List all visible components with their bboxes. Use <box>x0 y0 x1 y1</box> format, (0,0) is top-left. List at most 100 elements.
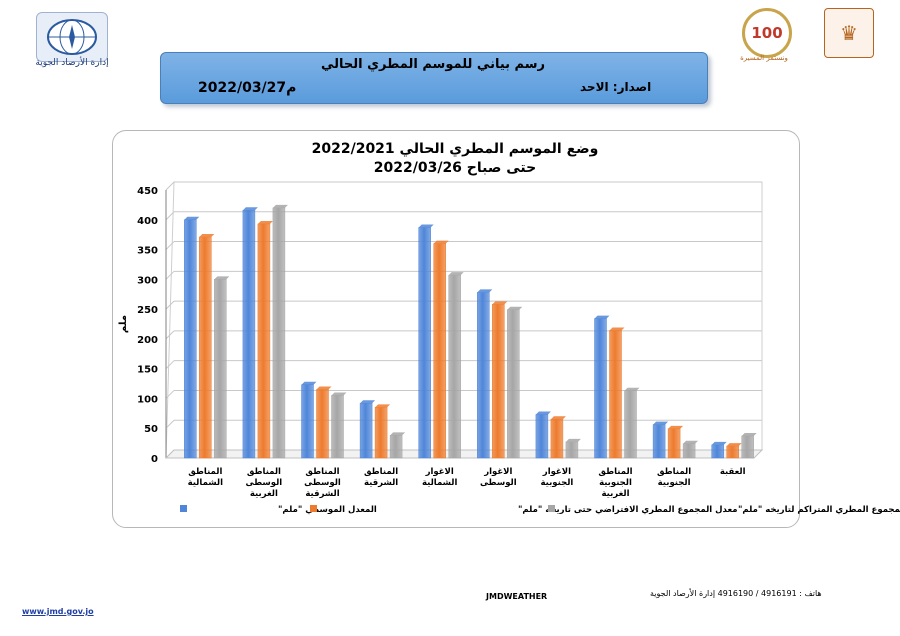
bar-top <box>535 411 551 415</box>
bar <box>184 219 197 459</box>
x-tick-label: المناطق <box>305 467 339 477</box>
bar <box>682 443 696 459</box>
issue-day: اصدار: الاحد <box>580 80 652 94</box>
page-title: رسم بياني للموسم المطري الحالي <box>320 57 546 72</box>
y-tick-label: 400 <box>137 216 158 227</box>
bar-top <box>507 306 523 310</box>
bar-top <box>711 441 727 445</box>
bar-top <box>214 276 230 280</box>
bar-top <box>433 240 449 244</box>
x-tick-label: الجنوبية <box>540 478 573 488</box>
gridline-diagonal <box>165 241 175 250</box>
social-handle: JMDWEATHER <box>486 592 548 601</box>
x-tick-label: المناطق <box>598 467 632 477</box>
y-tick-label: 100 <box>137 394 158 405</box>
bar <box>594 318 607 459</box>
bar-top <box>609 327 625 331</box>
gridline-diagonal <box>165 300 175 310</box>
y-tick-label: 450 <box>137 186 158 197</box>
legend-label: المعدل الموسمي "ملم" <box>278 505 377 515</box>
legend-swatch <box>310 505 317 512</box>
x-tick-label: الوسطى <box>304 478 341 488</box>
chart-subtitle: حتى صباح 2022/03/26 <box>373 160 537 176</box>
bar-top <box>242 207 258 211</box>
bar-top <box>360 400 376 404</box>
bar-top <box>492 301 508 305</box>
bar <box>609 330 622 459</box>
legend-swatch <box>180 505 187 512</box>
logo-caption: إدارة الأرصاد الجوية <box>35 58 109 68</box>
globe-icon <box>47 19 97 55</box>
bar-top <box>741 432 757 436</box>
x-tick-label: الغربية <box>601 489 629 499</box>
gridline-diagonal <box>165 419 175 429</box>
y-axis-label: ملم <box>118 315 129 333</box>
plot-back-wall <box>165 181 763 459</box>
gridline-diagonal <box>165 181 175 191</box>
website-link[interactable]: www.jmd.gov.jo <box>22 607 94 616</box>
bar-top <box>316 386 332 390</box>
bar <box>374 407 388 459</box>
contact-info: هاتف : 4916191 / 4916190 إدارة الأرصاد ا… <box>650 589 822 598</box>
bar <box>257 223 271 459</box>
bar <box>507 309 520 459</box>
y-tick-label: 250 <box>137 305 158 316</box>
issue-date: 2022/03/27م <box>198 80 297 96</box>
bar <box>301 384 314 459</box>
bar-top <box>550 416 566 420</box>
bar <box>726 445 739 459</box>
y-tick-label: 350 <box>137 246 158 257</box>
y-tick-label: 300 <box>137 275 158 286</box>
x-tick-label: العقبة <box>720 467 746 477</box>
y-tick-label: 0 <box>151 454 158 465</box>
bar-top <box>653 421 669 425</box>
x-tick-label: الشرقية <box>305 489 339 499</box>
gridline-diagonal <box>165 390 175 399</box>
bar-top <box>668 425 684 429</box>
x-tick-label: الجنوبية <box>599 478 632 488</box>
bar <box>433 243 446 459</box>
crest-logo: ♛ <box>824 8 874 58</box>
bar <box>550 419 564 459</box>
meteorology-logo <box>36 12 108 62</box>
bar-top <box>331 392 347 396</box>
bar <box>359 402 373 459</box>
x-tick-label: الشرقية <box>364 478 398 488</box>
x-tick-label: المناطق <box>364 467 398 477</box>
x-tick-label: الجنوبية <box>658 478 691 488</box>
bar <box>418 227 431 459</box>
bar <box>477 292 490 459</box>
x-tick-label: الوسطى <box>480 478 517 488</box>
crown-icon: ♛ <box>840 21 858 45</box>
x-tick-label: الشمالية <box>188 478 224 488</box>
bar-top <box>477 289 493 293</box>
bar <box>741 435 754 459</box>
bar-top <box>199 234 215 238</box>
x-tick-label: الاغوار <box>425 467 454 477</box>
bar <box>565 441 579 459</box>
bar <box>535 414 549 459</box>
x-tick-label: الوسطى <box>246 478 283 488</box>
centenary-number: 100 <box>751 24 783 42</box>
x-tick-label: الاغوار <box>483 467 512 477</box>
bar-top <box>683 440 699 444</box>
chart-title: وضع الموسم المطري الحالي 2022/2021 <box>311 141 599 157</box>
x-tick-label: المناطق <box>188 467 222 477</box>
bar-top <box>301 381 317 385</box>
bar <box>331 395 344 459</box>
x-tick-label: الغربية <box>250 489 278 499</box>
x-tick-label: المناطق <box>657 467 691 477</box>
bar <box>652 424 666 459</box>
bar-top <box>726 443 742 447</box>
bar <box>492 304 505 459</box>
bar-top <box>257 220 273 224</box>
bar-top <box>184 216 200 220</box>
bar-top <box>624 387 640 391</box>
bar <box>272 207 286 459</box>
chart-frame <box>112 130 800 528</box>
bar <box>242 209 256 459</box>
bar-top <box>418 224 434 228</box>
bar <box>199 236 212 459</box>
gridline-diagonal <box>165 330 175 340</box>
